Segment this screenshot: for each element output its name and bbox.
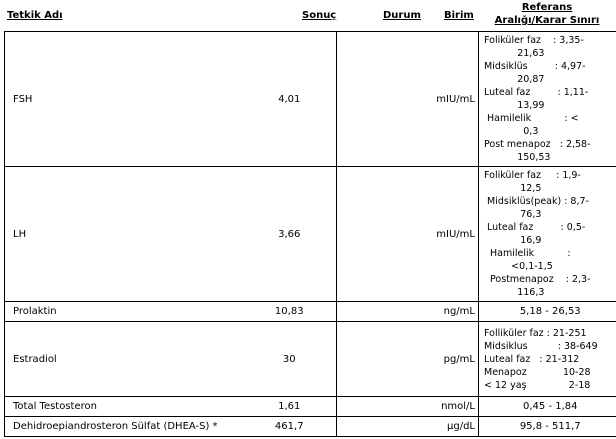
test-name: FSH	[4, 31, 243, 167]
header-reference-line1: Referans	[521, 2, 573, 13]
result-status	[336, 166, 419, 302]
table-row: Dehidroepiandrosteron Sülfat (DHEA-S) * 4…	[4, 416, 616, 437]
table-row: Total Testosteron 1,61 nmol/L 0,45 - 1,84	[4, 396, 616, 417]
results-body: FSH 4,01 mIU/mL Foliküler faz : 3,35- 21,63…	[4, 31, 616, 437]
header-result: Sonuç	[302, 10, 337, 21]
table-row: FSH 4,01 mIU/mL Foliküler faz : 3,35- 21,63…	[4, 31, 616, 167]
reference-line: <0,1-1,5	[484, 261, 553, 272]
result-unit: µg/dL	[418, 416, 479, 437]
reference-line: Menapoz 10-28	[484, 366, 591, 378]
reference-value: 0,45 - 1,84	[523, 401, 578, 412]
reference-line: 13,99	[484, 100, 545, 111]
reference-line: Hamilelik :	[484, 248, 571, 259]
reference-range: Folliküler faz : 21-251 Midsiklus : 38-64…	[478, 321, 616, 397]
header-reference: Referans Aralığı/Karar Sınırı	[488, 1, 606, 27]
result-status	[336, 31, 419, 167]
reference-line: Post menapoz : 2,58-	[484, 139, 591, 150]
result-status	[336, 396, 419, 417]
reference-line: Midsiklus : 38-649	[484, 340, 598, 352]
reference-line: Foliküler faz : 1,9-	[484, 170, 581, 181]
result-value: 3,66	[242, 166, 337, 302]
result-unit: pg/mL	[418, 321, 479, 397]
result-status	[336, 321, 419, 397]
test-name: Prolaktin	[4, 301, 243, 322]
result-unit: nmol/L	[418, 396, 479, 417]
table-row: LH 3,66 mIU/mL Foliküler faz : 1,9- 12,5 Mi…	[4, 166, 616, 302]
reference-line: Luteal faz : 0,5-	[484, 222, 586, 233]
reference-line: Midsiklüs(peak) : 8,7-	[484, 196, 589, 207]
result-status	[336, 416, 419, 437]
result-unit: mIU/mL	[418, 31, 479, 167]
reference-range: 95,8 - 511,7	[478, 416, 616, 437]
reference-line: < 12 yaş 2-18	[484, 379, 591, 391]
table-row: Prolaktin 10,83 ng/mL 5,18 - 26,53	[4, 301, 616, 322]
reference-range: Foliküler faz : 3,35- 21,63 Midsiklüs : 4…	[478, 31, 616, 167]
results-table: FSH 4,01 mIU/mL Foliküler faz : 3,35- 21,63…	[4, 31, 616, 437]
result-status	[336, 301, 419, 322]
reference-line: 21,63	[484, 48, 545, 59]
test-name: LH	[4, 166, 243, 302]
reference-line: Hamilelik : <	[484, 113, 579, 124]
header-unit: Birim	[444, 10, 474, 21]
reference-value: 95,8 - 511,7	[519, 421, 581, 432]
reference-value: 5,18 - 26,53	[519, 306, 581, 317]
reference-range: Foliküler faz : 1,9- 12,5 Midsiklüs(peak…	[478, 166, 616, 302]
test-name: Dehidroepiandrosteron Sülfat (DHEA-S) *	[4, 416, 243, 437]
result-unit: ng/mL	[418, 301, 479, 322]
table-header: Tetkik Adı Sonuç Durum Birim Referans Ar…	[0, 0, 616, 31]
reference-line: 20,87	[484, 74, 545, 85]
header-reference-line2: Aralığı/Karar Sınırı	[494, 15, 600, 26]
reference-line: Luteal faz : 1,11-	[484, 87, 589, 98]
result-unit: mIU/mL	[418, 166, 479, 302]
reference-line: Foliküler faz : 3,35-	[484, 35, 584, 46]
table-row: Estradiol 30 pg/mL Folliküler faz : 21-251 M…	[4, 321, 616, 397]
reference-line: 76,3	[484, 209, 542, 220]
reference-line: 116,3	[484, 287, 545, 298]
header-status: Durum	[383, 10, 421, 21]
reference-range: 5,18 - 26,53	[478, 301, 616, 322]
reference-range: 0,45 - 1,84	[478, 396, 616, 417]
reference-line: 16,9	[484, 235, 542, 246]
reference-line: Midsiklüs : 4,97-	[484, 61, 586, 72]
result-value: 461,7	[242, 416, 337, 437]
result-value: 30	[242, 321, 337, 397]
header-test-name: Tetkik Adı	[7, 10, 63, 21]
result-value: 10,83	[242, 301, 337, 322]
reference-line: Folliküler faz : 21-251	[484, 327, 587, 339]
reference-line: 0,3	[484, 126, 539, 137]
reference-line: 12,5	[484, 183, 542, 194]
result-value: 1,61	[242, 396, 337, 417]
test-name: Estradiol	[4, 321, 243, 397]
result-value: 4,01	[242, 31, 337, 167]
test-name: Total Testosteron	[4, 396, 243, 417]
reference-line: Postmenapoz : 2,3-	[484, 274, 591, 285]
reference-line: 150,53	[484, 152, 551, 163]
reference-line: Luteal faz : 21-312	[484, 353, 580, 365]
